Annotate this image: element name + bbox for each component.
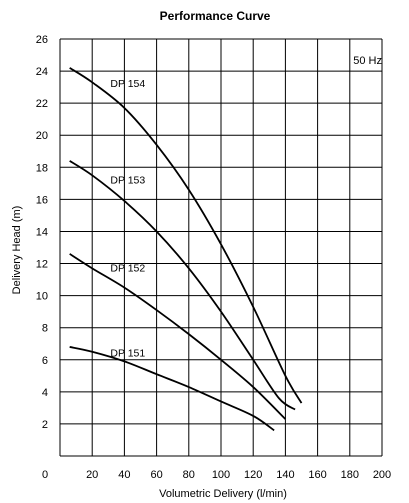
series-label-dp-152: DP 152 xyxy=(110,263,145,275)
x-tick-label: 80 xyxy=(183,469,195,481)
x-tick-label: 120 xyxy=(244,469,262,481)
frequency-annotation: 50 Hz xyxy=(353,55,382,67)
x-tick-label: 40 xyxy=(118,469,130,481)
y-tick-label: 4 xyxy=(42,387,48,399)
curve-dp-154 xyxy=(69,67,303,404)
x-tick-label: 60 xyxy=(150,469,162,481)
x-tick-label: 0 xyxy=(42,469,48,481)
curve-dp-151 xyxy=(69,346,275,432)
x-tick-label: 100 xyxy=(212,469,230,481)
y-tick-label: 20 xyxy=(36,130,48,142)
series-label-dp-154: DP 154 xyxy=(110,78,145,90)
x-tick-label: 140 xyxy=(276,469,294,481)
grid xyxy=(59,38,383,457)
y-tick-label: 10 xyxy=(36,291,48,303)
y-tick-label: 6 xyxy=(42,355,48,367)
y-tick-label: 26 xyxy=(36,34,48,46)
y-tick-label: 16 xyxy=(36,194,48,206)
series-labels: DP 154 DP 153 DP 152 DP 151 xyxy=(110,78,145,359)
curve-dp-152 xyxy=(69,253,287,420)
y-tick-label: 24 xyxy=(36,66,48,78)
tick-labels: 0 20 40 60 80 100 120 140 160 180 2002468101214161… xyxy=(36,34,391,481)
chart-title: Performance Curve xyxy=(160,9,271,23)
y-tick-label: 12 xyxy=(36,259,48,271)
series-label-dp-153: DP 153 xyxy=(110,174,145,186)
y-tick-label: 22 xyxy=(36,98,48,110)
x-tick-label: 160 xyxy=(308,469,326,481)
x-axis-label: Volumetric Delivery (l/min) xyxy=(159,488,287,500)
y-tick-label: 18 xyxy=(36,162,48,174)
y-axis-label: Delivery Head (m) xyxy=(11,206,23,295)
x-tick-label: 180 xyxy=(341,469,359,481)
series-label-dp-151: DP 151 xyxy=(110,348,145,360)
x-tick-label: 20 xyxy=(86,469,98,481)
curve-dp-153 xyxy=(69,160,296,411)
x-tick-label: 200 xyxy=(373,469,391,481)
y-tick-label: 8 xyxy=(42,323,48,335)
curves xyxy=(69,67,303,432)
y-tick-label: 14 xyxy=(36,226,48,238)
y-tick-label: 2 xyxy=(42,419,48,431)
